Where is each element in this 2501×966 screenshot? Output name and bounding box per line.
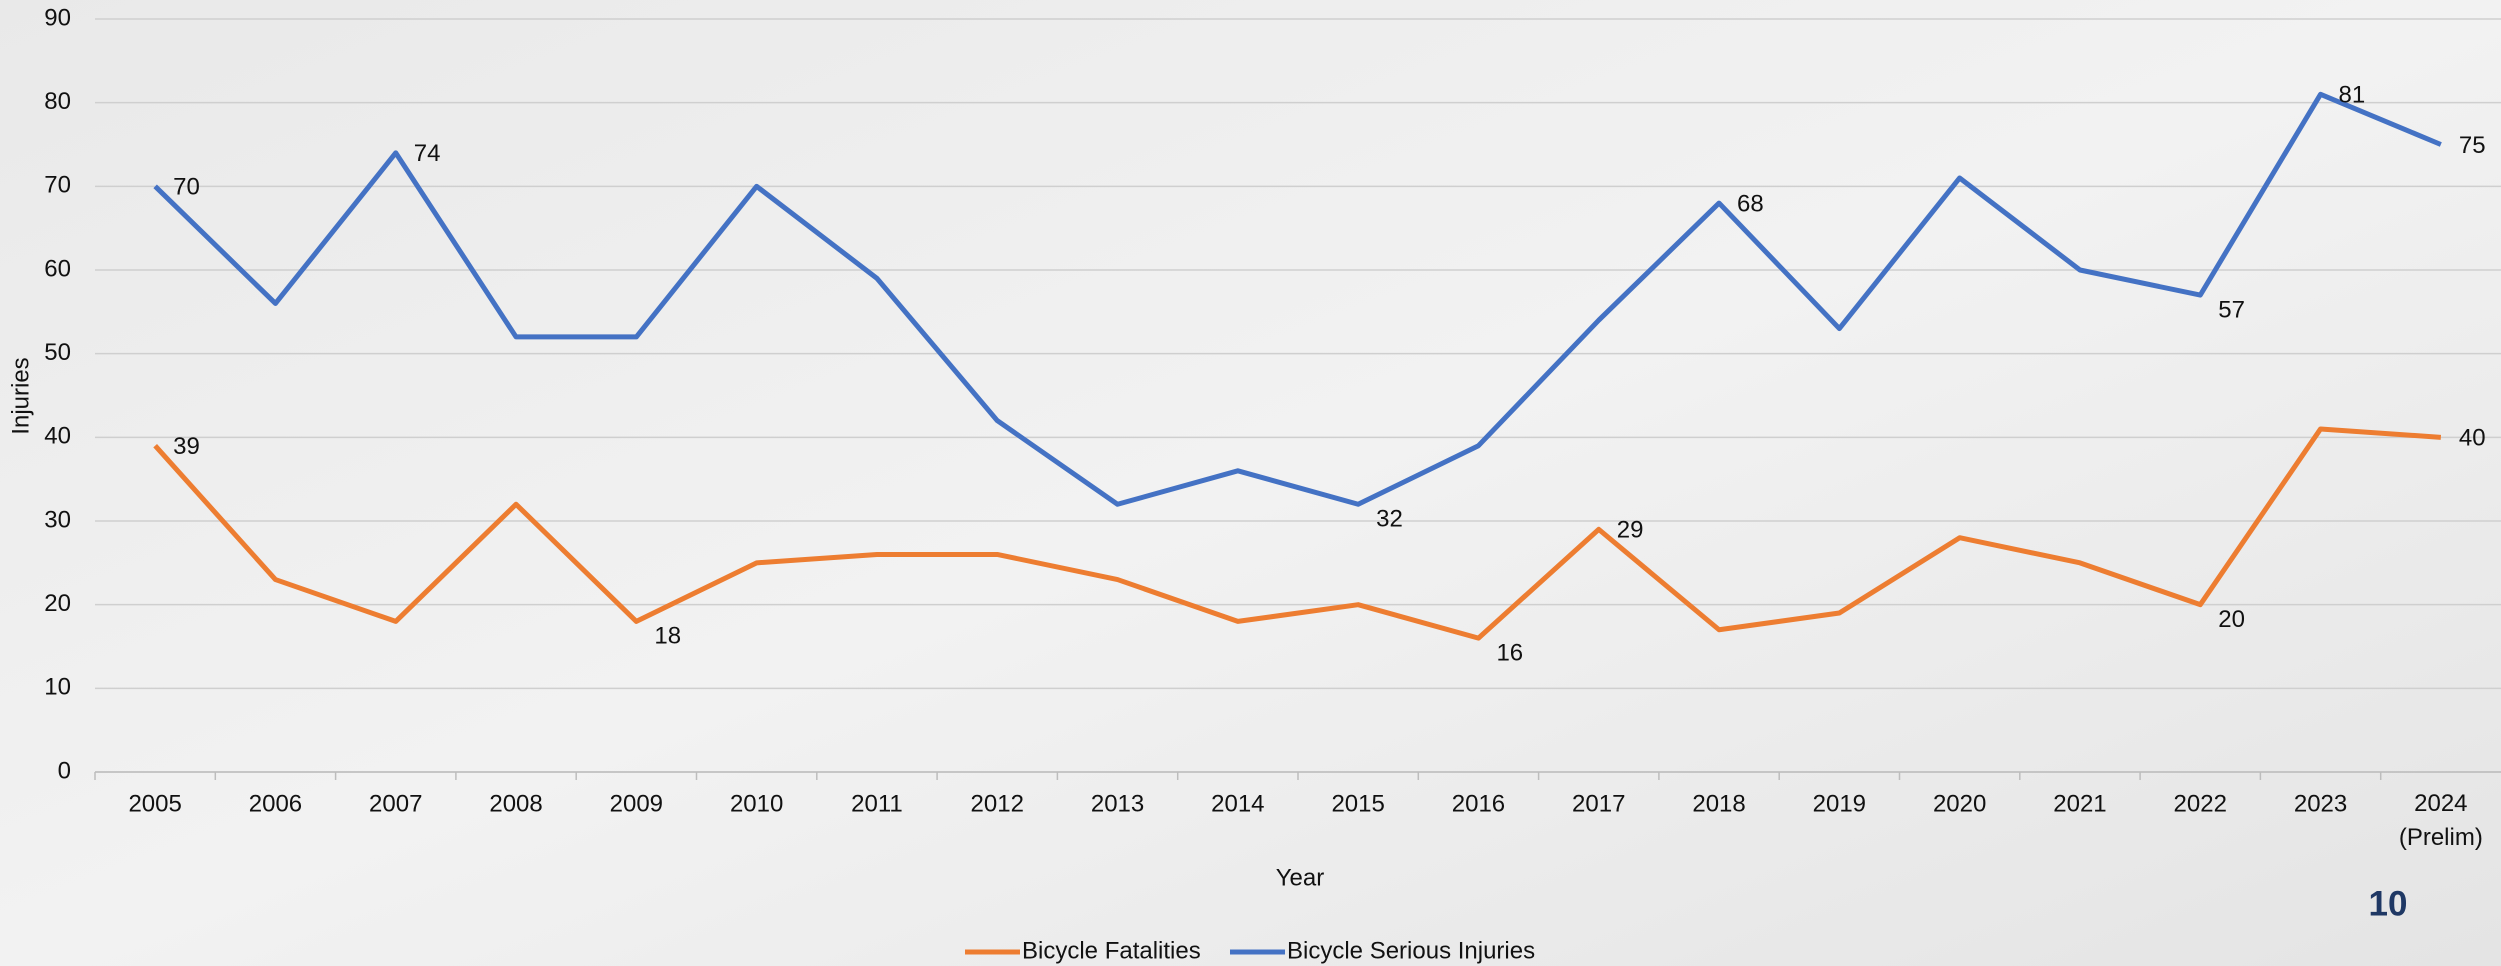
data-label: 39	[173, 433, 200, 460]
x-tick-label: 2006	[249, 790, 302, 817]
x-tick-label: 2018	[1692, 790, 1745, 817]
x-tick-label: 2019	[1813, 790, 1866, 817]
y-tick-label: 70	[44, 172, 71, 199]
x-tick-label: 2013	[1091, 790, 1144, 817]
x-tick-label: 2005	[128, 790, 181, 817]
y-tick-label: 80	[44, 88, 71, 115]
x-tick-label: 2017	[1572, 790, 1625, 817]
x-tick-label: 2022	[2174, 790, 2227, 817]
data-label: 70	[173, 174, 200, 201]
data-label: 29	[1617, 517, 1644, 544]
series-line	[153, 91, 2442, 507]
x-tick-label: 2009	[610, 790, 663, 817]
x-tick-label: 2011	[851, 790, 903, 817]
y-tick-label: 50	[44, 339, 71, 366]
x-tick-label: 2012	[971, 790, 1024, 817]
y-tick-label: 60	[44, 255, 71, 282]
y-tick-label: 30	[44, 506, 71, 533]
series-line	[153, 426, 2442, 641]
x-tick-label: 2014	[1211, 790, 1264, 817]
data-label: 68	[1737, 190, 1764, 217]
y-tick-label: 90	[44, 4, 71, 31]
data-label: 20	[2218, 606, 2245, 633]
x-tick-label: 2010	[730, 790, 783, 817]
x-tick-label: 2015	[1331, 790, 1384, 817]
data-label: 74	[414, 140, 441, 167]
data-label: 32	[1376, 506, 1403, 533]
legend-label: Bicycle Serious Injuries	[1287, 937, 1535, 964]
data-label: 81	[2339, 82, 2366, 109]
x-tick-label: 2020	[1933, 790, 1986, 817]
data-label: 18	[654, 623, 681, 650]
data-label: 57	[2218, 296, 2245, 323]
y-tick-label: 40	[44, 423, 71, 450]
x-tick-label: 2021	[2053, 790, 2106, 817]
data-label: 16	[1496, 639, 1523, 666]
y-tick-label: 0	[58, 757, 71, 784]
page-number: 10	[2369, 884, 2408, 923]
y-tick-label: 20	[44, 590, 71, 617]
y-tick-label: 10	[44, 674, 71, 701]
y-axis-label: Injuries	[7, 357, 34, 434]
x-tick-label: 2008	[489, 790, 542, 817]
data-label: 40	[2459, 425, 2486, 452]
data-label: 75	[2459, 132, 2486, 159]
x-axis-label: Year	[1276, 864, 1325, 891]
legend-label: Bicycle Fatalities	[1022, 937, 1201, 964]
x-tick-label: 2016	[1452, 790, 1505, 817]
x-tick-label: 2007	[369, 790, 422, 817]
x-tick-label: 2023	[2294, 790, 2347, 817]
x-tick-label: 2024 (Prelim)	[2399, 790, 2483, 851]
